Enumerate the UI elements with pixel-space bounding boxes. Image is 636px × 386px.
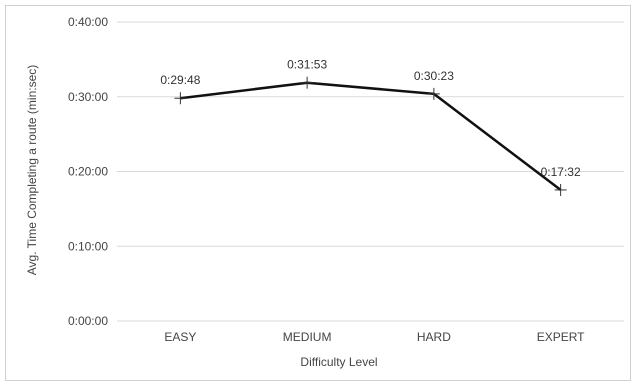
y-tick-label: 0:20:00 — [68, 165, 108, 179]
data-label: 0:17:32 — [541, 165, 581, 179]
x-tick-label: EXPERT — [537, 330, 585, 344]
data-labels: 0:29:48 0:31:53 0:30:23 0:17:32 — [160, 58, 581, 179]
data-point — [301, 77, 313, 89]
x-axis-title: Difficulty Level — [300, 355, 377, 369]
y-tick-label: 0:00:00 — [68, 314, 108, 328]
data-points — [174, 77, 566, 196]
series-line — [180, 83, 560, 190]
data-point — [174, 92, 186, 104]
y-tick-label: 0:30:00 — [68, 90, 108, 104]
y-axis-ticks: 0:00:00 0:10:00 0:20:00 0:30:00 0:40:00 — [68, 15, 108, 328]
y-tick-label: 0:10:00 — [68, 239, 108, 253]
data-label: 0:29:48 — [160, 73, 200, 87]
y-axis-title: Avg. Time Completing a route (min:sec) — [25, 65, 39, 276]
x-tick-label: MEDIUM — [283, 330, 332, 344]
data-label: 0:31:53 — [287, 58, 327, 72]
x-tick-label: EASY — [164, 330, 196, 344]
x-tick-label: HARD — [417, 330, 451, 344]
y-tick-label: 0:40:00 — [68, 15, 108, 29]
x-axis-ticks: EASY MEDIUM HARD EXPERT — [164, 330, 585, 344]
data-label: 0:30:23 — [414, 69, 454, 83]
